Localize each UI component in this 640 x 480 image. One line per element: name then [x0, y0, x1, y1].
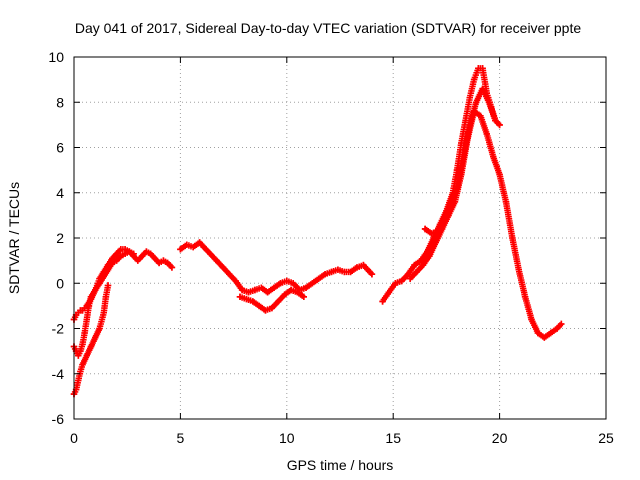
y-tick-label: -2 — [52, 321, 65, 337]
x-tick-label: 0 — [70, 430, 78, 446]
y-tick-label: 8 — [56, 94, 64, 110]
series-arc-8 — [421, 85, 499, 237]
x-axis-label: GPS time / hours — [287, 457, 394, 473]
y-tick-label: 10 — [48, 49, 64, 65]
x-tick-label: 25 — [598, 430, 614, 446]
y-tick-label: -6 — [52, 411, 65, 427]
y-tick-label: 0 — [56, 275, 64, 291]
series-arc-5 — [236, 286, 307, 314]
x-tick-label: 5 — [177, 430, 185, 446]
y-tick-label: 6 — [56, 140, 64, 156]
x-tick-label: 20 — [492, 430, 508, 446]
chart-title: Day 041 of 2017, Sidereal Day-to-day VTE… — [75, 20, 582, 36]
y-tick-label: 4 — [56, 185, 64, 201]
data-points — [70, 65, 565, 398]
y-tick-label: -4 — [52, 366, 65, 382]
series-track — [379, 65, 503, 305]
series-track — [236, 286, 307, 314]
series-arc-7 — [407, 108, 565, 341]
y-tick-labels: -6 -4 -2 0 2 4 6 8 10 — [48, 49, 64, 427]
axis-ticks — [73, 56, 607, 420]
grid-lines — [74, 57, 606, 419]
series-arc-3 — [70, 282, 112, 398]
y-tick-label: 2 — [56, 230, 64, 246]
series-track — [177, 239, 376, 296]
x-tick-label: 15 — [385, 430, 401, 446]
x-tick-labels: 0 5 10 15 20 25 — [70, 430, 614, 446]
series-track — [421, 85, 499, 237]
y-axis-label: SDTVAR / TECUs — [6, 182, 22, 294]
x-tick-label: 10 — [279, 430, 295, 446]
series-track — [407, 108, 565, 341]
series-arc-4 — [177, 239, 376, 296]
series-arc-6 — [379, 65, 503, 305]
